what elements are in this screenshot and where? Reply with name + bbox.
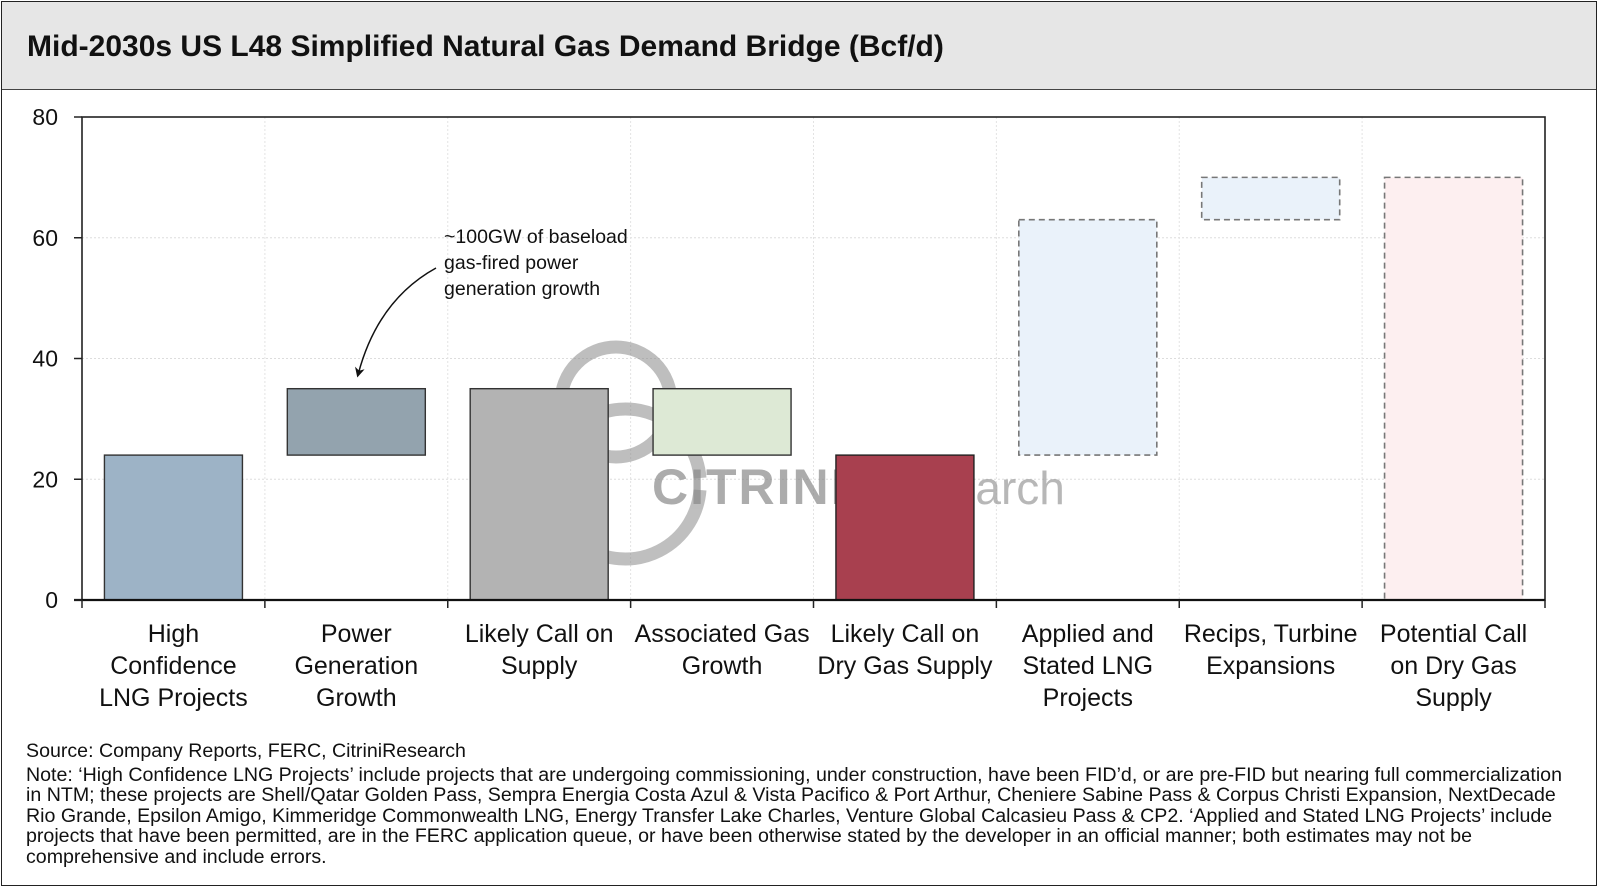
watermark: CITRINI Research <box>543 340 1065 566</box>
x-category-label-5: Applied and Stated LNG Projects <box>1022 620 1154 712</box>
x-category-label-line: Stated LNG <box>1022 652 1153 680</box>
watermark-brand-bold: CITRINI <box>652 459 847 515</box>
x-category-label-line: Dry Gas Supply <box>817 652 993 680</box>
y-tick-label-0: 0 <box>45 587 58 613</box>
x-category-label-line: Growth <box>316 684 397 712</box>
x-category-label-line: Likely Call on <box>831 620 980 648</box>
y-tick-label-20: 20 <box>32 466 58 492</box>
footer: Source: Company Reports, FERC, CitriniRe… <box>26 741 1581 868</box>
methodology-note: Note: ‘High Confidence LNG Projects’ inc… <box>26 763 1562 868</box>
x-category-label-line: Power <box>321 620 392 648</box>
x-category-label-line: Supply <box>1415 684 1492 712</box>
x-category-label-line: Supply <box>501 652 578 680</box>
x-category-label-line: Recips, Turbine <box>1184 620 1358 648</box>
x-category-label-6: Recips, Turbine Expansions <box>1184 620 1358 680</box>
x-category-label-line: High <box>148 620 199 648</box>
x-category-label-line: Confidence <box>110 652 236 680</box>
x-category-label-line: Potential Call <box>1380 620 1527 648</box>
bar-5 <box>1018 218 1158 456</box>
annotation-text-line: ~100GW of baseload <box>444 226 628 248</box>
x-category-label-line: Likely Call on <box>465 620 614 648</box>
title-bar: Mid-2030s US L48 Simplified Natural Gas … <box>2 2 1596 90</box>
chart-title: Mid-2030s US L48 Simplified Natural Gas … <box>27 30 944 63</box>
bar-7 <box>1383 176 1524 601</box>
annotation-text-line: gas-fired power <box>444 252 579 274</box>
y-tick-label-80: 80 <box>32 104 58 130</box>
bar-0 <box>103 454 244 601</box>
source-note: Source: Company Reports, FERC, CitriniRe… <box>26 740 466 762</box>
y-tick-label-60: 60 <box>32 225 58 251</box>
x-category-label-line: Generation <box>294 652 418 680</box>
x-category-label-line: Expansions <box>1206 652 1335 680</box>
x-category-label-3: Associated Gas Growth <box>635 620 810 680</box>
x-category-label-line: Growth <box>682 652 763 680</box>
x-category-label-line: Projects <box>1043 684 1133 712</box>
bar-6 <box>1200 176 1341 221</box>
x-category-label-2: Likely Call on Supply <box>465 620 614 680</box>
x-category-label-1: Power Generation Growth <box>294 620 418 712</box>
x-category-label-line: on Dry Gas <box>1390 652 1516 680</box>
annotation-text: ~100GW of baseload gas-fired power generat… <box>444 226 628 300</box>
bar-4 <box>835 454 975 601</box>
y-tick-label-40: 40 <box>32 346 58 372</box>
bar-3 <box>652 387 792 456</box>
x-category-label-line: Applied and <box>1022 620 1154 648</box>
x-category-label-4: Likely Call on Dry Gas Supply <box>817 620 993 680</box>
bar-1 <box>286 387 427 456</box>
x-category-label-line: Associated Gas <box>635 620 810 648</box>
bar-2 <box>469 387 609 601</box>
x-category-label-line: LNG Projects <box>99 684 248 712</box>
annotation-arrow <box>355 267 437 378</box>
x-category-label-7: Potential Call on Dry Gas Supply <box>1380 620 1527 712</box>
x-category-label-0: High Confidence LNG Projects <box>99 620 248 712</box>
annotation-text-line: generation growth <box>444 278 600 300</box>
